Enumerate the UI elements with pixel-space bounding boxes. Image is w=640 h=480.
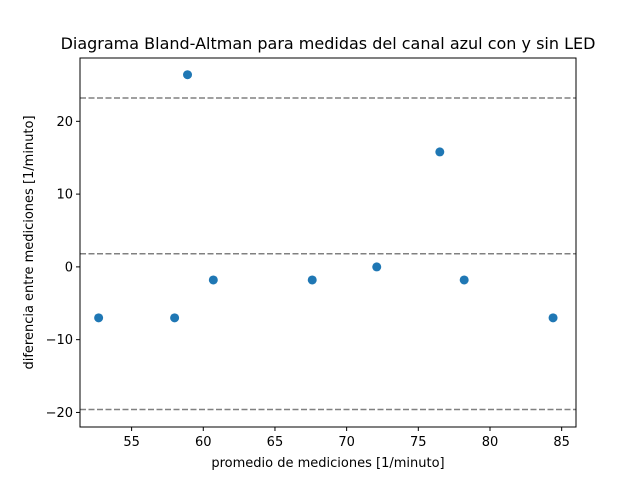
x-tick-label: 65 [267,435,284,450]
plot-area [80,58,576,427]
data-points [94,70,558,323]
data-point [307,275,317,285]
x-axis-ticks: 55 60 65 70 75 80 85 [123,427,570,450]
y-tick-label: −10 [46,333,73,348]
x-tick-label: 80 [482,435,499,450]
y-tick-label: −20 [46,406,73,421]
data-point [170,313,180,323]
reference-lines [80,97,576,411]
data-point [94,313,104,323]
y-tick-label: 0 [65,260,73,275]
chart-title: Diagrama Bland-Altman para medidas del c… [61,34,596,53]
data-point [459,275,469,285]
y-axis-label: diferencia entre mediciones [1/minuto] [22,115,37,369]
x-tick-label: 55 [123,435,140,450]
plot-frame [79,57,577,428]
x-tick-label: 60 [195,435,212,450]
data-point [372,262,382,272]
data-point [548,313,558,323]
y-tick-label: 20 [56,115,73,130]
y-axis-ticks: −20 −10 0 10 20 [46,115,80,421]
x-tick-label: 75 [410,435,427,450]
x-axis-label: promedio de mediciones [1/minuto] [211,456,444,471]
x-tick-label: 85 [553,435,570,450]
data-point [183,70,193,80]
data-point [208,275,218,285]
x-tick-label: 70 [338,435,355,450]
y-tick-label: 10 [56,188,73,203]
data-point [435,147,445,157]
